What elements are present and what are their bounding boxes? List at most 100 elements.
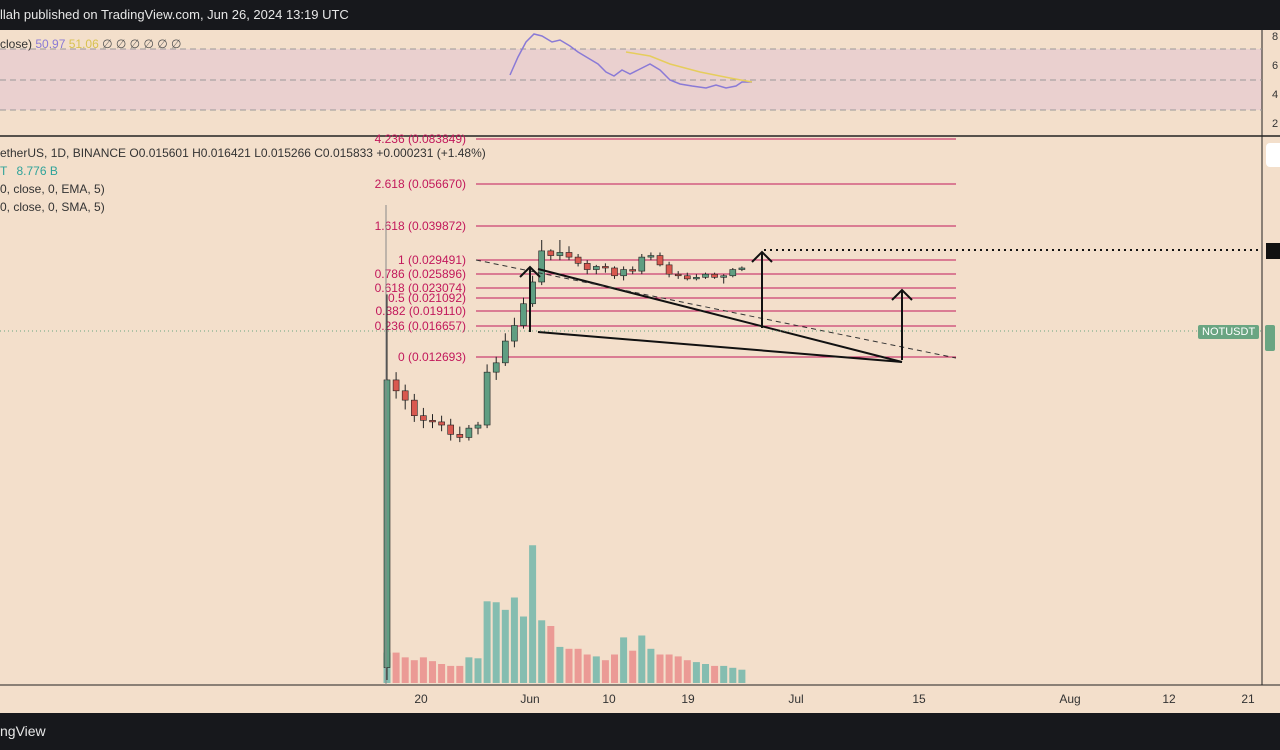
fib-level-label: 0 (0.012693) (398, 350, 466, 364)
candle-body (629, 269, 637, 272)
publish-info: llah published on TradingView.com, Jun 2… (0, 7, 349, 22)
volume-bar (556, 646, 564, 683)
volume-bar (656, 654, 664, 683)
volume-bar (510, 597, 518, 683)
candle-body (501, 340, 509, 364)
fib-level-label: 1.618 (0.039872) (375, 219, 466, 233)
volume-bar (474, 658, 482, 683)
candle-body (456, 434, 464, 438)
fib-level-label: 0.5 (0.021092) (388, 291, 466, 305)
crosshair-price-box (1266, 243, 1280, 259)
volume-bar (729, 667, 737, 683)
candle-body (711, 273, 718, 278)
top-bar: llah published on TradingView.com, Jun 2… (0, 0, 1280, 30)
rsi-line (509, 33, 752, 89)
candle-body (465, 427, 473, 438)
volume-prefix: T (0, 164, 8, 178)
volume-bar (601, 660, 609, 683)
candle-body (547, 250, 555, 256)
wedge-upper-line (537, 268, 903, 363)
fib-level-label: 0.382 (0.019110) (375, 304, 466, 318)
volume-bar (665, 654, 673, 683)
volume-bar (456, 665, 464, 683)
volume-bar (483, 601, 491, 683)
candle-body (611, 267, 618, 277)
candle-body (447, 424, 455, 435)
volume-bar (647, 648, 655, 683)
price-legend: etherUS, 1D, BINANCE O0.015601 H0.016421… (0, 146, 486, 160)
candle-body (620, 269, 627, 277)
volume-bar (683, 660, 691, 683)
rsi-axis-tick: 6 (1272, 60, 1278, 72)
volume-bar (547, 626, 555, 683)
ohlc-low: L0.015266 (254, 146, 311, 160)
volume-bar (620, 637, 628, 683)
symbol-price-tag: NOTUSDT (1198, 325, 1260, 339)
volume-bar (419, 657, 427, 683)
volume-bar (638, 635, 646, 683)
volume-bar (429, 661, 436, 683)
ema-legend[interactable]: 0, close, 0, EMA, 5) (0, 182, 105, 196)
volume-bar (629, 650, 637, 683)
candle-body (383, 379, 391, 668)
candle-body (638, 256, 646, 272)
volume-bar (692, 662, 700, 683)
time-axis-tick: 21 (1241, 692, 1255, 706)
chart-settings-button[interactable] (1266, 143, 1280, 167)
candle-body (420, 415, 427, 421)
candle-body (483, 371, 491, 426)
candle-body (656, 255, 664, 266)
volume-bar (520, 616, 527, 683)
rsi-legend-prefix: close) (0, 37, 33, 51)
fib-level-label: 4.236 (0.083849) (375, 132, 466, 146)
time-axis-tick: 12 (1162, 692, 1176, 706)
candle-body (674, 273, 682, 277)
volume-bar (711, 665, 719, 683)
rsi-ma-line (625, 51, 753, 83)
rsi-ma-value: 51.06 (68, 37, 99, 51)
bottom-bar: ngView (0, 713, 1280, 750)
volume-bar (720, 665, 728, 683)
time-axis-tick: Aug (1059, 692, 1080, 706)
volume-bar (392, 652, 400, 683)
candle-body (438, 421, 445, 426)
volume-bar (401, 657, 409, 683)
volume-bar (438, 664, 446, 683)
time-axis-tick: 10 (602, 692, 616, 706)
volume-bar (492, 602, 500, 683)
volume-bar (702, 664, 709, 683)
candle-body (665, 264, 673, 275)
volume-bar (465, 657, 473, 683)
candle-body (392, 379, 400, 392)
rsi-placeholders: ∅ ∅ ∅ ∅ ∅ ∅ (102, 37, 182, 51)
rsi-legend: close) 50.97 51.06 ∅ ∅ ∅ ∅ ∅ ∅ (0, 37, 182, 51)
candle-body (693, 277, 700, 280)
time-axis-tick: 20 (414, 692, 428, 706)
candle-body (729, 269, 737, 277)
rsi-axis-tick: 2 (1272, 118, 1278, 130)
tradingview-brand[interactable]: ngView (0, 723, 46, 739)
candle-body (720, 275, 728, 278)
last-price-tag (1265, 325, 1275, 351)
volume-legend: T 8.776 B (0, 164, 58, 178)
candle-body (538, 250, 546, 283)
candle-body (592, 266, 600, 270)
time-axis-tick: Jun (520, 692, 539, 706)
chart-canvas[interactable]: 8 6 4 2 4.236 (0.083849) 2.618 (0.056670) 1.61… (0, 30, 1280, 713)
candle-body (683, 275, 691, 280)
volume-bar (565, 648, 573, 683)
candle-body (520, 303, 527, 326)
rsi-value: 50.97 (35, 37, 66, 51)
rsi-axis-tick: 4 (1272, 89, 1278, 101)
symbol-name[interactable]: etherUS, 1D, BINANCE (0, 146, 127, 160)
candle-body (602, 266, 609, 269)
candle-body (702, 273, 709, 278)
candle-body (429, 420, 436, 423)
fib-level-label: 1 (0.029491) (398, 253, 466, 267)
candle-body (583, 263, 591, 270)
candle-body (511, 325, 518, 342)
volume-bar (583, 654, 591, 683)
sma-legend[interactable]: 0, close, 0, SMA, 5) (0, 200, 105, 214)
candle-body (410, 399, 418, 416)
volume-bar (447, 665, 455, 683)
